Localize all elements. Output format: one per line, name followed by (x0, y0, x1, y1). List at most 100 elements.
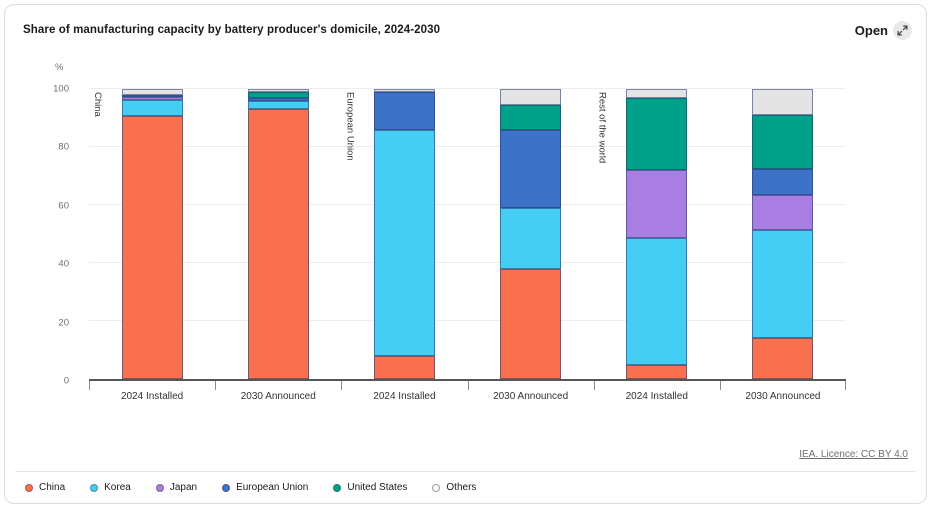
gridline (89, 262, 846, 263)
gridline (89, 320, 846, 321)
legend-item-japan[interactable]: Japan (155, 482, 198, 493)
licence-link[interactable]: IEA. Licence: CC BY 4.0 (799, 449, 908, 460)
bar-segment-korea[interactable] (752, 229, 814, 339)
x-axis-label: 2030 Announced (493, 391, 569, 402)
bar-segment-korea[interactable] (500, 207, 562, 269)
legend-label: United States (347, 482, 408, 493)
footer-divider (15, 471, 916, 472)
x-axis-label: 2030 Announced (240, 391, 316, 402)
gridline (89, 88, 846, 89)
x-axis-tick (341, 381, 343, 390)
legend-label: Korea (104, 482, 131, 493)
bar-segment-korea[interactable] (373, 129, 435, 356)
bar-segment-united-states[interactable] (500, 104, 562, 130)
x-axis-labels: 2024 Installed 2030 Announced 2024 Install… (89, 391, 846, 402)
bar-segment-others[interactable] (121, 89, 183, 95)
bar-slot (215, 89, 341, 379)
legend-dot-japan (155, 483, 164, 492)
group-label-china: China (92, 92, 103, 117)
bar-segment-korea[interactable] (247, 100, 309, 110)
bar-european-union-2024-installed (373, 89, 435, 379)
legend-dot-european-union (222, 483, 231, 492)
plot-area: China European Union Rest of the world (89, 88, 846, 390)
x-axis-label: 2024 Installed (625, 391, 688, 402)
bar-segment-others[interactable] (752, 89, 814, 116)
bar-segment-united-states[interactable] (626, 97, 688, 171)
bar-segment-china[interactable] (121, 115, 183, 379)
bar-segment-japan[interactable] (752, 194, 814, 230)
y-tick-label: 0 (63, 375, 69, 387)
y-tick-label: 40 (58, 258, 69, 270)
legend-label: European Union (236, 482, 309, 493)
bar-european-union-2030-announced (500, 89, 562, 379)
legend-item-united-states[interactable]: United States (333, 482, 407, 493)
gridline (89, 204, 846, 205)
legend-item-korea[interactable]: Korea (90, 482, 131, 493)
bar-segment-china[interactable] (626, 364, 688, 379)
legend-label: Others (446, 482, 477, 493)
legend-dot-others (432, 483, 441, 492)
y-axis-tick-labels: 0 20 40 60 80 100 (5, 84, 79, 387)
bar-china-2024-installed (121, 89, 183, 379)
x-axis-tick (467, 381, 469, 390)
legend-item-others[interactable]: Others (432, 482, 476, 493)
x-axis-tick (215, 381, 217, 390)
legend-dot-korea (90, 483, 99, 492)
y-tick-label: 20 (58, 317, 69, 329)
bar-segment-china[interactable] (373, 355, 435, 379)
bars-container (89, 89, 846, 379)
bar-segment-others[interactable] (247, 89, 309, 92)
legend-item-china[interactable]: China (25, 482, 65, 493)
bar-slot (594, 89, 720, 379)
bar-segment-korea[interactable] (121, 99, 183, 116)
x-axis-label: 2024 Installed (373, 391, 436, 402)
y-axis-unit: % (55, 62, 64, 73)
x-axis-tick (719, 381, 721, 390)
y-tick-label: 100 (53, 83, 69, 95)
bar-segment-china[interactable] (247, 109, 309, 379)
bar-segment-japan[interactable] (121, 96, 183, 100)
bar-segment-china[interactable] (500, 268, 562, 379)
bar-rest-of-the-world-2030-announced (752, 89, 814, 379)
bar-slot (468, 89, 594, 379)
legend-dot-china (25, 483, 33, 492)
bar-segment-european-union[interactable] (247, 97, 309, 101)
group-label-european-union: European Union (344, 92, 356, 161)
bar-segment-others[interactable] (500, 89, 562, 105)
legend-dot-united-states (333, 483, 342, 492)
bar-segment-european-union[interactable] (121, 94, 183, 97)
chart-card: Share of manufacturing capacity by batte… (4, 4, 927, 504)
open-button-label: Open (854, 22, 888, 38)
x-axis-tick (89, 381, 90, 390)
chart-header: Share of manufacturing capacity by batte… (23, 18, 912, 42)
open-button[interactable]: Open (854, 20, 912, 40)
x-axis-tick (593, 381, 595, 390)
expand-icon (893, 20, 912, 40)
bar-segment-japan[interactable] (626, 170, 688, 239)
legend-item-european-union[interactable]: European Union (222, 482, 308, 493)
bar-segment-others[interactable] (373, 89, 435, 92)
bar-segment-united-states[interactable] (752, 115, 814, 169)
bar-segment-china[interactable] (752, 338, 814, 379)
bar-segment-others[interactable] (626, 89, 688, 98)
bar-segment-european-union[interactable] (752, 168, 814, 195)
chart-title: Share of manufacturing capacity by batte… (23, 24, 441, 36)
y-tick-label: 60 (58, 200, 69, 212)
bar-slot (720, 89, 846, 379)
gridline (89, 146, 846, 147)
source-attribution: IEA. Licence: CC BY 4.0 (799, 449, 908, 460)
bar-segment-korea[interactable] (626, 238, 688, 365)
bar-rest-of-the-world-2024-installed (626, 89, 688, 379)
bar-segment-european-union[interactable] (373, 91, 435, 130)
bar-slot (89, 89, 215, 379)
bar-china-2030-announced (247, 89, 309, 379)
bar-slot (341, 89, 467, 379)
legend-label: China (39, 482, 66, 493)
x-axis-label: 2024 Installed (120, 391, 184, 402)
legend: China Korea Japan European Union United Stat… (25, 482, 476, 493)
bar-segment-european-union[interactable] (500, 129, 562, 208)
x-axis-label: 2030 Announced (745, 391, 821, 402)
y-tick-label: 80 (58, 141, 69, 153)
legend-label: Japan (169, 482, 198, 493)
bar-segment-united-states[interactable] (247, 91, 309, 98)
